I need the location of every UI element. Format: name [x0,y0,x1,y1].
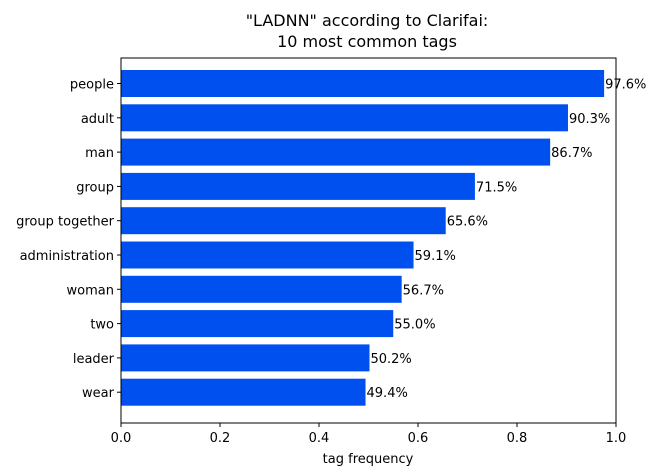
bar-wear [121,378,366,406]
y-tick-label-adult: adult [81,112,114,127]
bar-woman [121,275,402,303]
bar-group-together [121,207,446,235]
bars-group: 97.6% 90.3% 86.7% 71.5% 65.6% 59.1% 56.7% 55.0%… [121,70,646,406]
y-tick-label-group-together: group together [16,215,115,230]
data-label-woman: 56.7% [403,283,444,298]
x-tick-label-0-8: 0.8 [507,431,528,446]
y-tick-label-people: people [70,78,114,93]
data-label-two: 55.0% [394,318,435,333]
y-tick-labels: people adult man group group together adminis… [16,78,121,401]
data-label-administration: 59.1% [415,249,456,264]
x-tick-label-1-0: 1.0 [606,431,627,446]
plot-frame [120,57,617,424]
data-label-man: 86.7% [551,146,592,161]
x-tick-label-0-6: 0.6 [408,431,429,446]
data-label-wear: 49.4% [367,386,408,401]
bar-man [121,138,551,166]
bar-people [121,70,605,97]
bar-two [121,310,394,338]
bar-group [121,172,475,200]
data-label-group: 71.5% [476,180,517,195]
y-tick-label-group: group [76,180,114,195]
y-tick-label-man: man [85,146,114,161]
x-tick-label-0-0: 0.0 [111,431,132,446]
x-axis-label: tag frequency [323,452,414,467]
y-tick-label-wear: wear [82,386,115,401]
data-label-people: 97.6% [605,78,646,93]
y-tick-label-administration: administration [20,249,114,264]
x-tick-label-0-4: 0.4 [309,431,330,446]
data-label-adult: 90.3% [569,112,610,127]
y-tick-label-two: two [90,318,114,333]
bar-administration [121,241,414,269]
x-tick-label-0-2: 0.2 [210,431,231,446]
x-axis: 0.0 0.2 0.4 0.6 0.8 1.0 [111,423,627,446]
y-tick-label-woman: woman [67,283,114,298]
data-label-group-together: 65.6% [447,215,488,230]
data-label-leader: 50.2% [370,352,411,367]
chart-title-line-2: 10 most common tags [277,32,457,51]
y-tick-label-leader: leader [73,352,115,367]
bar-adult [121,104,568,132]
bar-leader [121,344,370,372]
chart-title-line-1: "LADNN" according to Clarifai: [246,11,489,30]
